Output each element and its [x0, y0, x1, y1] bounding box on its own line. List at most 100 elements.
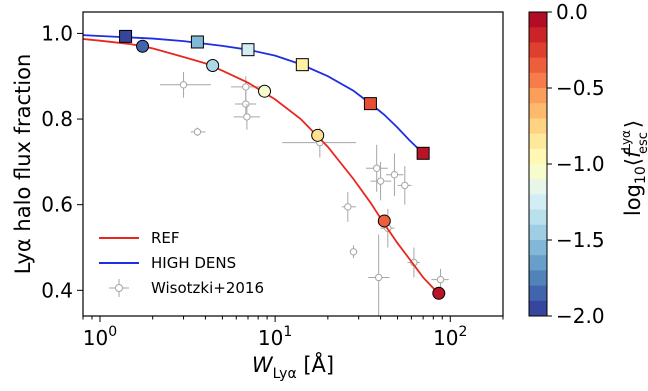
colorbar-segment	[529, 27, 547, 43]
observation-marker	[349, 248, 358, 256]
observation-point	[341, 191, 357, 222]
x-axis-label-subscript: Lyα	[273, 366, 297, 382]
colorbar-segment	[529, 300, 547, 317]
legend-marker-wisotzki	[115, 284, 123, 292]
colorbar-label: log10⟨fLyα esc ⟩	[619, 120, 648, 216]
observation-marker	[242, 83, 250, 91]
high-dens-curve	[83, 34, 424, 154]
colorbar-segment	[529, 88, 547, 104]
colorbar-label-bracket-close: ⟩	[621, 120, 645, 128]
colorbar-segment	[529, 133, 547, 150]
colorbar-segment	[529, 72, 547, 89]
high-dens-point	[416, 146, 430, 160]
colorbar-segment	[529, 270, 547, 287]
x-axis-label-unit: [Å]	[297, 351, 334, 377]
x-tick-label-exponent: 0	[108, 324, 117, 340]
x-axis-label: WLyα [Å]	[252, 351, 334, 382]
observation-marker	[179, 81, 188, 89]
high-dens-point	[241, 43, 255, 57]
colorbar-segment	[529, 103, 547, 119]
ref-point	[136, 39, 150, 53]
observation-marker	[390, 171, 399, 179]
colorbar-segment	[529, 12, 547, 28]
colorbar-label-bracket-open: ⟨	[621, 158, 645, 166]
observation-point	[159, 71, 211, 98]
plot-frame	[82, 11, 504, 317]
colorbar-segment	[529, 240, 547, 256]
ref-point	[258, 84, 272, 98]
curve-layer	[83, 34, 440, 295]
legend-label-wisotzki: Wisotzki+2016	[151, 279, 264, 297]
legend: REF HIGH DENS Wisotzki+2016	[99, 229, 264, 297]
x-tick-label: 100	[83, 324, 117, 350]
ref-point	[206, 59, 220, 73]
y-tick-label: 1.0	[41, 21, 73, 45]
high-dens-point	[190, 35, 204, 49]
ref-curve	[83, 38, 440, 295]
colorbar-segment	[529, 285, 547, 302]
colorbar-axis: 0.0 −0.5 −1.0 −1.5 −2.0	[547, 0, 605, 328]
colorbar-segment	[529, 255, 547, 271]
observation-point	[368, 234, 390, 316]
ref-point	[432, 286, 446, 300]
model-point-layer	[119, 29, 446, 300]
colorbar-label-superscript: Lyα	[619, 130, 633, 151]
ref-point	[311, 128, 325, 142]
colorbar-segment	[529, 164, 547, 180]
observation-point	[386, 153, 404, 197]
y-tick-label: 0.8	[41, 107, 73, 131]
colorbar-tick-label: −0.5	[556, 76, 605, 100]
colorbar	[528, 11, 548, 317]
colorbar-segment	[529, 224, 547, 241]
observation-point	[233, 104, 261, 130]
colorbar-label-log-base: 10	[633, 166, 648, 184]
observation-marker	[372, 164, 381, 172]
colorbar-label-f: f	[621, 147, 645, 158]
colorbar-segment	[529, 57, 547, 74]
colorbar-segment	[529, 209, 547, 226]
colorbar-tick-label: 0.0	[556, 0, 588, 24]
x-tick-label-base: 10	[258, 326, 283, 350]
high-dens-point	[295, 58, 309, 72]
legend-label-high-dens: HIGH DENS	[151, 254, 236, 272]
x-axis-label-main: W	[252, 353, 274, 377]
colorbar-segment	[529, 194, 547, 211]
observation-marker	[401, 181, 409, 190]
y-axis-label: Lyα halo flux fraction	[11, 54, 35, 275]
observation-point	[431, 268, 449, 291]
colorbar-tick-label: −1.0	[556, 152, 605, 176]
observation-marker	[376, 177, 385, 185]
x-axis: 100 101 102	[82, 316, 504, 350]
colorbar-segment	[529, 148, 547, 165]
observation-point	[231, 76, 262, 100]
observation-point	[349, 245, 358, 259]
colorbar-label-subscript: esc	[636, 132, 648, 154]
colorbar-segment	[529, 42, 547, 59]
x-tick-label: 102	[433, 324, 467, 350]
observation-marker	[242, 100, 250, 108]
high-dens-point	[119, 29, 133, 43]
ref-point	[377, 214, 391, 228]
y-tick-label: 0.4	[41, 278, 73, 302]
x-tick-label-exponent: 2	[459, 324, 468, 340]
colorbar-label-log: log	[621, 184, 645, 216]
x-tick-label-base: 10	[433, 326, 458, 350]
colorbar-segment	[529, 179, 547, 195]
observation-marker	[243, 113, 251, 121]
y-tick-label: 0.6	[41, 193, 73, 217]
observation-marker	[436, 275, 445, 284]
x-tick-label: 101	[258, 324, 292, 350]
observation-point	[370, 161, 392, 201]
observation-point	[190, 127, 206, 137]
observation-point	[397, 166, 412, 205]
x-tick-label-base: 10	[83, 326, 108, 350]
colorbar-segment	[529, 118, 547, 135]
observation-point	[365, 144, 388, 192]
x-tick-label-exponent: 1	[283, 324, 292, 340]
observation-marker	[193, 128, 202, 136]
y-axis: 0.4 0.6 0.8 1.0	[41, 21, 83, 302]
observation-marker	[344, 203, 352, 211]
colorbar-tick-label: −1.5	[556, 228, 605, 252]
